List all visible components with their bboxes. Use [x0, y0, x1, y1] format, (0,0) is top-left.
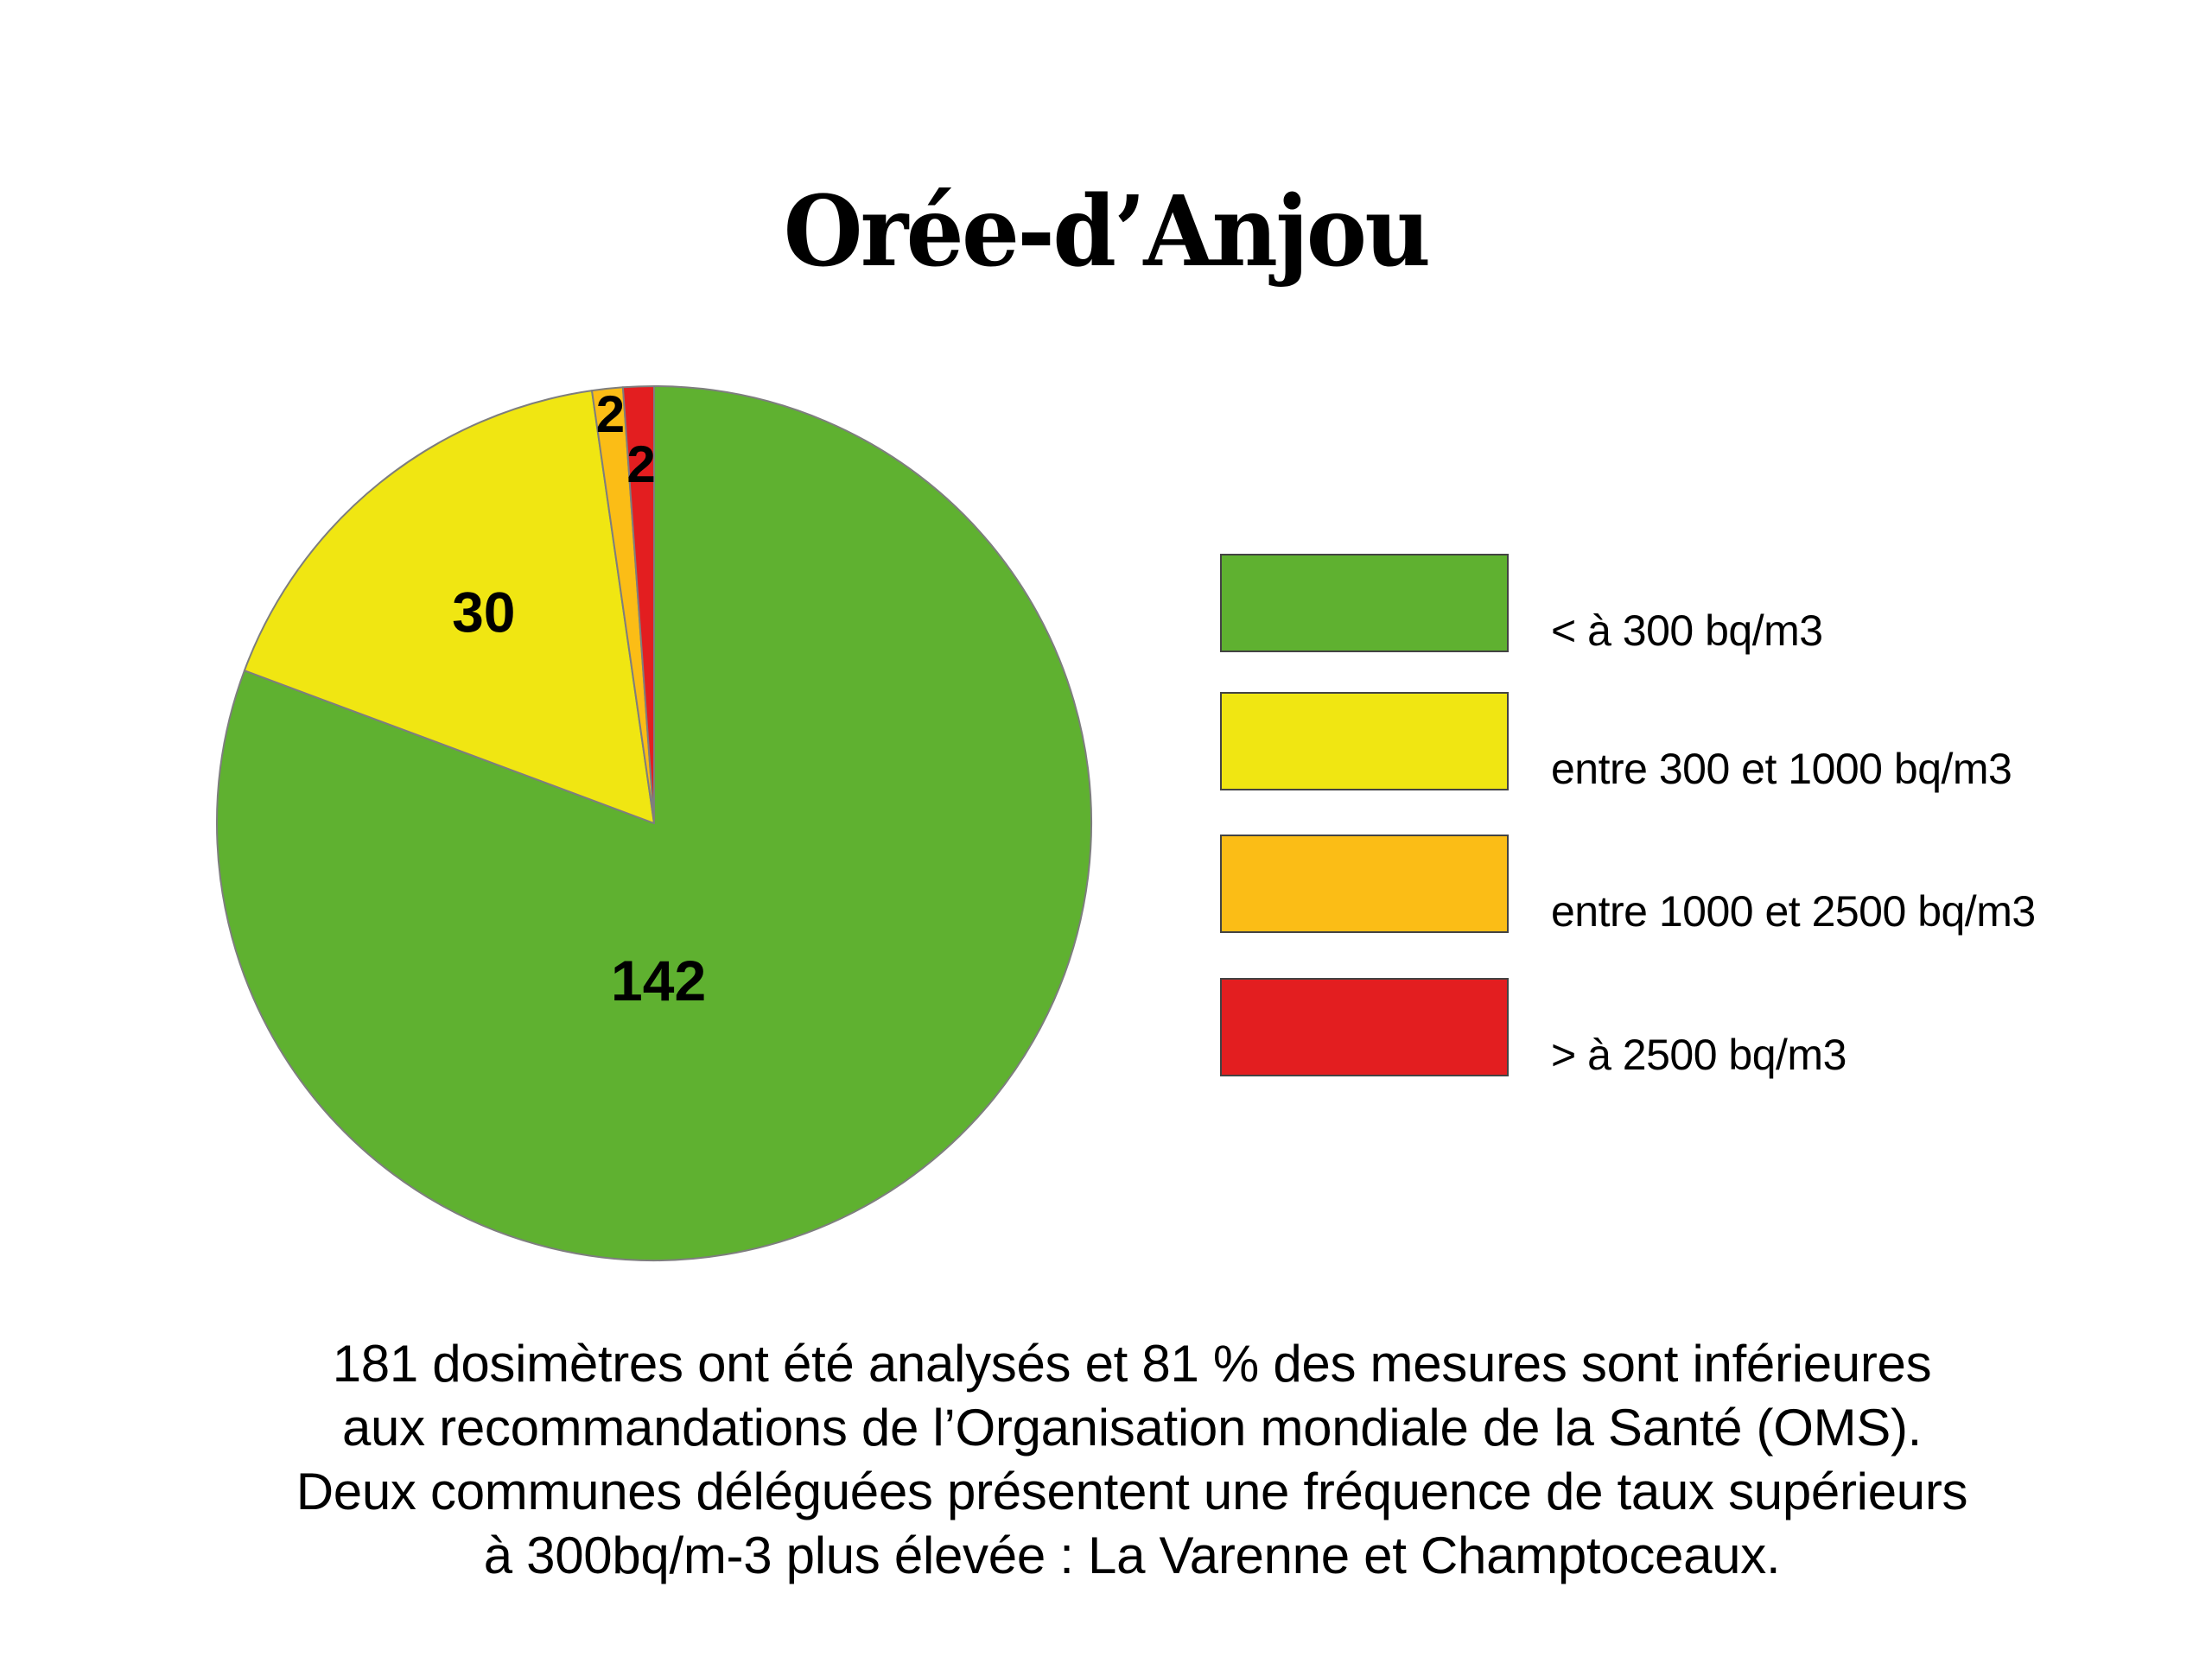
- legend-label: < à 300 bq/m3: [1551, 606, 1823, 655]
- pie-value-label: 2: [626, 435, 655, 493]
- caption-line: aux recommandations de l’Organisation mo…: [341, 1399, 1923, 1457]
- pie-chart: 142 30 22: [216, 385, 1092, 1261]
- pie-value-label: 2: [596, 385, 625, 443]
- caption-line: Deux communes déléguées présentent une f…: [296, 1463, 1968, 1520]
- legend-label: > à 2500 bq/m3: [1551, 1031, 1847, 1079]
- legend-label: entre 300 et 1000 bq/m3: [1551, 745, 2012, 793]
- legend-swatch-yellow: [1220, 692, 1509, 790]
- legend-label: entre 1000 et 2500 bq/m3: [1551, 887, 2036, 936]
- caption-line: 181 dosimètres ont été analysés et 81 % …: [332, 1335, 1932, 1393]
- legend-swatch-green: [1220, 554, 1509, 652]
- pie-slice-red: [621, 385, 655, 824]
- caption-line: à 300bq/m-3 plus élevée : La Varenne et …: [483, 1527, 1781, 1584]
- legend-item: entre 1000 et 2500 bq/m3: [1220, 835, 2171, 936]
- legend-item: > à 2500 bq/m3: [1220, 978, 2171, 1079]
- chart-title: Orée-d’Anjou: [783, 175, 1431, 289]
- pie-slice-yellow: [243, 390, 655, 824]
- pie-value-label: 30: [452, 581, 515, 644]
- legend-item: entre 300 et 1000 bq/m3: [1220, 692, 2171, 793]
- pie-value-label: 142: [611, 949, 706, 1012]
- legend-swatch-red: [1220, 978, 1509, 1076]
- legend-item: < à 300 bq/m3: [1220, 554, 2171, 655]
- caption: 181 dosimètres ont été analysés et 81 % …: [52, 1332, 2212, 1588]
- legend-swatch-orange: [1220, 835, 1509, 933]
